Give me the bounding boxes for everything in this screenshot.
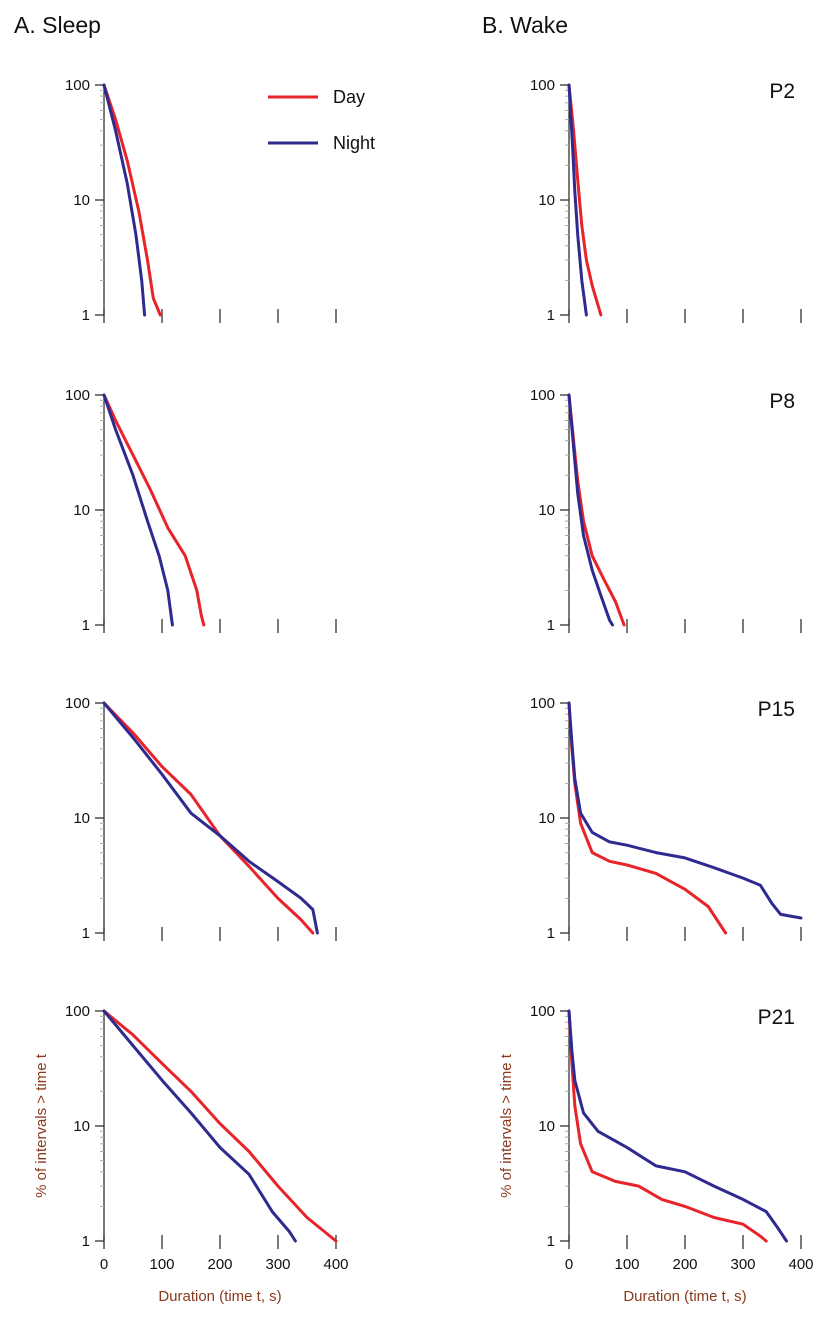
- x-tick-label: 400: [788, 1256, 813, 1273]
- x-tick-label: 300: [265, 1256, 290, 1273]
- y-tick-label: 100: [65, 1003, 90, 1020]
- series-line-day: [567, 701, 728, 935]
- series-line-day: [102, 1009, 338, 1243]
- series-line-day: [567, 83, 603, 317]
- x-axis-title: Duration (time t, s): [158, 1288, 281, 1305]
- chart-panel-b-3: 1 10 100 0 100 200 300 400 P21 Duration (time t, …: [498, 1003, 814, 1305]
- panel-label: P15: [758, 698, 795, 721]
- chart-panel-a-0: 1 10 100: [65, 77, 337, 324]
- chart-panel-a-3: 1 10 100 0 100 200 300 400 Duration (time t, s)%…: [33, 1003, 349, 1305]
- y-tick-label: 100: [65, 387, 90, 404]
- column-title-sleep: A. Sleep: [14, 12, 101, 38]
- series-line-day: [567, 393, 626, 627]
- y-tick-label: 100: [530, 387, 555, 404]
- series-line-night: [102, 393, 174, 627]
- x-tick-label: 200: [672, 1256, 697, 1273]
- series-line-day: [102, 393, 206, 627]
- column-title-wake: B. Wake: [482, 12, 568, 38]
- y-tick-label: 1: [82, 617, 90, 634]
- y-tick-label: 1: [82, 307, 90, 324]
- x-tick-label: 200: [207, 1256, 232, 1273]
- series-line-day: [102, 701, 315, 935]
- y-axis-title: % of intervals > time t: [33, 1053, 50, 1198]
- series-line-day: [102, 83, 162, 317]
- y-tick-label: 1: [82, 1233, 90, 1250]
- y-tick-label: 100: [65, 77, 90, 94]
- y-tick-label: 10: [538, 810, 555, 827]
- series-line-night: [567, 393, 614, 627]
- y-tick-label: 10: [538, 502, 555, 519]
- panel-label: P21: [758, 1006, 795, 1029]
- series-line-day: [567, 1009, 768, 1243]
- chart-panel-b-0: 1 10 100 P2: [530, 77, 802, 324]
- y-tick-label: 100: [530, 1003, 555, 1020]
- y-tick-label: 1: [547, 925, 555, 942]
- legend-night-label: Night: [333, 133, 375, 153]
- chart-panel-a-1: 1 10 100: [65, 387, 337, 634]
- legend-day-label: Day: [333, 87, 365, 107]
- y-axis-title: % of intervals > time t: [498, 1053, 515, 1198]
- y-tick-label: 100: [530, 695, 555, 712]
- x-axis-title: Duration (time t, s): [623, 1288, 746, 1305]
- x-tick-label: 400: [323, 1256, 348, 1273]
- chart-panel-a-2: 1 10 100: [65, 695, 337, 942]
- y-tick-label: 1: [82, 925, 90, 942]
- y-tick-label: 10: [538, 192, 555, 209]
- y-tick-label: 10: [73, 192, 90, 209]
- y-tick-label: 10: [538, 1118, 555, 1135]
- chart-panel-b-2: 1 10 100 P15: [530, 695, 803, 942]
- legend: Day Night: [268, 87, 375, 153]
- x-tick-label: 300: [730, 1256, 755, 1273]
- chart-panel-b-1: 1 10 100 P8: [530, 387, 802, 634]
- series-line-night: [102, 1009, 297, 1243]
- y-tick-label: 10: [73, 1118, 90, 1135]
- x-tick-label: 0: [100, 1256, 108, 1273]
- panel-label: P2: [769, 80, 795, 103]
- x-tick-label: 0: [565, 1256, 573, 1273]
- series-line-night: [567, 83, 588, 317]
- series-line-night: [102, 83, 147, 317]
- y-tick-label: 10: [73, 810, 90, 827]
- series-line-night: [102, 701, 319, 935]
- x-tick-label: 100: [614, 1256, 639, 1273]
- x-tick-label: 100: [149, 1256, 174, 1273]
- y-tick-label: 1: [547, 1233, 555, 1250]
- y-tick-label: 100: [65, 695, 90, 712]
- y-tick-label: 1: [547, 307, 555, 324]
- y-tick-label: 100: [530, 77, 555, 94]
- series-line-night: [567, 1009, 788, 1243]
- y-tick-label: 1: [547, 617, 555, 634]
- y-tick-label: 10: [73, 502, 90, 519]
- series-line-night: [567, 701, 803, 920]
- panel-label: P8: [769, 390, 795, 413]
